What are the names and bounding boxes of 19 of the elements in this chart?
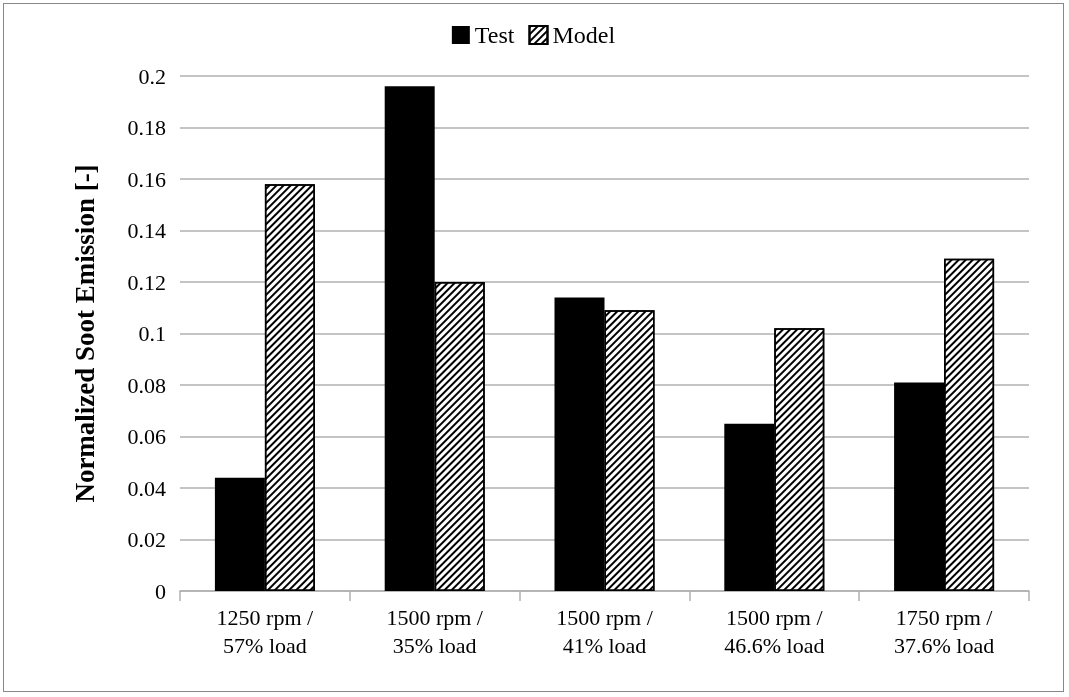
y-tick-label: 0.02 — [127, 527, 166, 552]
y-tick-label: 0.14 — [127, 218, 166, 243]
y-tick-label: 0 — [155, 578, 166, 604]
y-tick-label: 0.08 — [127, 372, 166, 398]
x-tick-label: 1500 rpm / 35% load — [386, 604, 484, 658]
y-tick-label: 0.12 — [127, 269, 166, 295]
x-tick-label: 1500 rpm / 41% load — [556, 604, 654, 658]
y-tick-label: 0.06 — [127, 424, 166, 449]
y-axis-title: Normalized Soot Emission [-] — [69, 164, 100, 503]
x-tick-label: 1500 rpm / 46.6% load — [724, 604, 825, 658]
x-tick-label: 1250 rpm / 57% load — [216, 604, 315, 658]
y-tick-label: 0.16 — [127, 166, 166, 192]
y-tick-label: 0.18 — [127, 115, 166, 140]
y-tick-label: 0.2 — [138, 63, 166, 89]
x-tick-label: 1750 rpm / 37.6% load — [894, 604, 995, 658]
y-tick-label: 0.1 — [138, 321, 166, 346]
y-tick-label: 0.04 — [127, 475, 166, 501]
legend-label: Model — [552, 22, 616, 48]
legend-label: Test — [474, 22, 515, 48]
